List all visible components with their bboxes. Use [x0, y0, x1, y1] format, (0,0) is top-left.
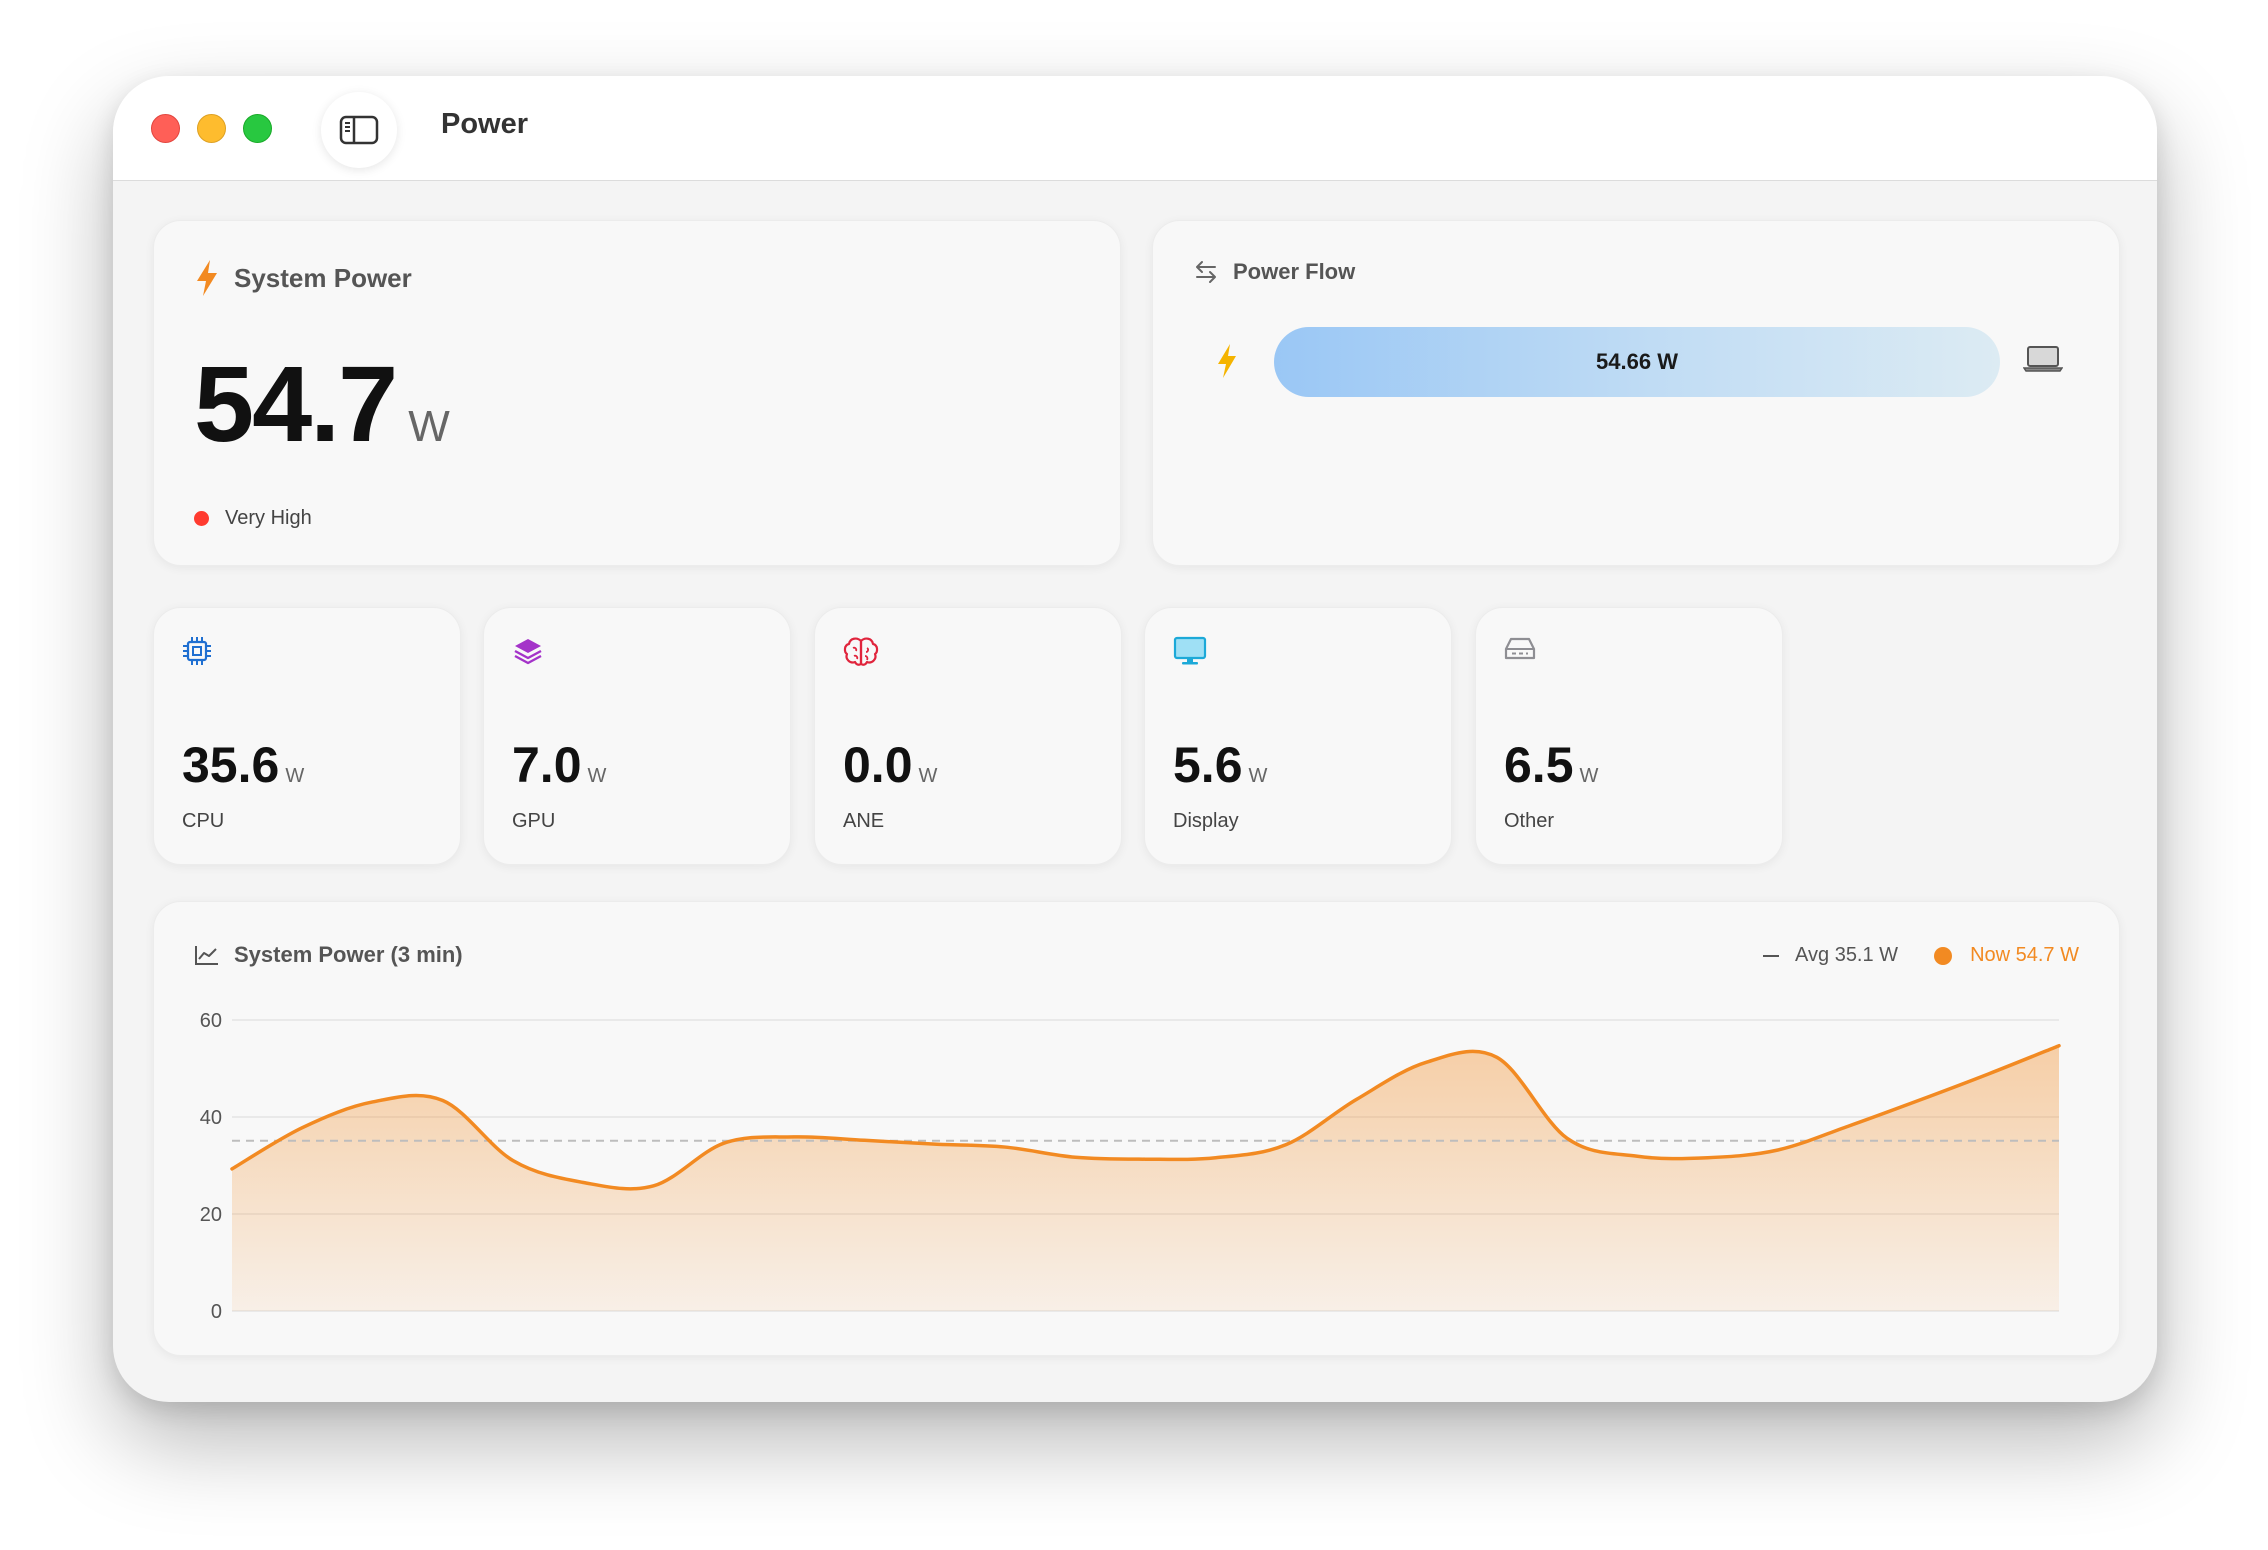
power-flow-title: Power Flow — [1233, 259, 1356, 284]
monitor-icon — [1173, 636, 1207, 665]
power-flow-card: Power Flow 54.66 W — [1152, 220, 2120, 566]
component-card-cpu: 35.6 W CPU — [153, 607, 461, 865]
y-tick-label: 20 — [200, 1204, 222, 1226]
component-unit: W — [1248, 765, 1268, 787]
component-value: 5.6 W — [1173, 736, 1267, 794]
power-flow-header: Power Flow — [1193, 259, 1355, 285]
y-tick-label: 40 — [200, 1107, 222, 1129]
power-flow-bar: 54.66 W — [1274, 327, 2000, 397]
system-power-unit: W — [408, 402, 450, 451]
component-unit: W — [285, 765, 305, 787]
component-number: 5.6 — [1173, 737, 1243, 793]
power-line — [230, 1043, 2061, 1191]
component-number: 7.0 — [512, 737, 582, 793]
system-power-number: 54.7 — [194, 343, 398, 464]
component-unit: W — [1579, 765, 1599, 787]
legend-now-label: Now 54.7 W — [1970, 944, 2079, 966]
component-value: 7.0 W — [512, 736, 606, 794]
component-value: 0.0 W — [843, 736, 937, 794]
title-bar: Power — [113, 76, 2157, 181]
component-unit: W — [587, 765, 607, 787]
bolt-icon — [1218, 344, 1236, 378]
power-level: Very High — [194, 507, 312, 530]
component-number: 35.6 — [182, 737, 280, 793]
component-label: CPU — [182, 810, 225, 832]
legend-now: Now 54.7 W — [1934, 944, 2079, 967]
component-card-gpu: 7.0 W GPU — [483, 607, 791, 865]
y-tick-label: 0 — [211, 1301, 222, 1323]
brain-icon — [843, 637, 879, 666]
cpu-chip-icon — [183, 637, 211, 665]
layers-icon — [514, 639, 542, 665]
legend-average-label: Avg 35.1 W — [1795, 944, 1899, 966]
component-label: Display — [1173, 810, 1239, 832]
legend-now-dot — [1934, 946, 1953, 965]
status-dot — [194, 511, 209, 526]
component-label: GPU — [512, 810, 556, 832]
component-number: 0.0 — [843, 737, 913, 793]
legend-average: Avg 35.1 W — [1763, 944, 1898, 967]
bolt-icon — [197, 260, 217, 296]
system-power-title: System Power — [234, 262, 412, 293]
component-label: Other — [1504, 810, 1555, 832]
component-card-ane: 0.0 W ANE — [814, 607, 1122, 865]
component-label: ANE — [843, 810, 885, 832]
power-window: Power System Power 54.7 W Very High Powe… — [113, 76, 2157, 1402]
component-card-display: 5.6 W Display — [1144, 607, 1452, 865]
line-chart-icon — [195, 946, 218, 965]
chart-header: System Power (3 min) — [194, 942, 463, 968]
component-number: 6.5 — [1504, 737, 1574, 793]
power-history-chart: 0 20 40 60 — [200, 1010, 2061, 1323]
component-value: 35.6 W — [182, 736, 304, 794]
system-power-value: 54.7 W — [194, 341, 450, 466]
component-value: 6.5 W — [1504, 736, 1598, 794]
chart-legend: Avg 35.1 W Now 54.7 W — [1763, 944, 2079, 967]
minimize-button[interactable] — [197, 114, 226, 143]
zoom-button[interactable] — [243, 114, 272, 143]
dash-icon — [1763, 954, 1780, 957]
y-tick-label: 60 — [200, 1010, 222, 1032]
system-power-header: System Power — [194, 259, 412, 297]
arrows-swap-icon — [1196, 261, 1216, 283]
system-power-card: System Power 54.7 W Very High — [153, 220, 1121, 566]
drive-icon — [1504, 637, 1536, 660]
component-card-other: 6.5 W Other — [1475, 607, 1783, 865]
window-title: Power — [441, 108, 529, 140]
chart-title: System Power (3 min) — [234, 942, 463, 967]
close-button[interactable] — [151, 114, 180, 143]
sidebar-toggle-button[interactable] — [321, 92, 397, 168]
power-area — [232, 1045, 2059, 1311]
component-unit: W — [918, 765, 938, 787]
power-level-label: Very High — [225, 507, 312, 529]
sidebar-icon — [339, 115, 379, 145]
laptop-icon — [2023, 346, 2063, 372]
system-power-history-card: 0 20 40 60 System Power (3 min) Avg 35.1 W … — [153, 901, 2120, 1356]
